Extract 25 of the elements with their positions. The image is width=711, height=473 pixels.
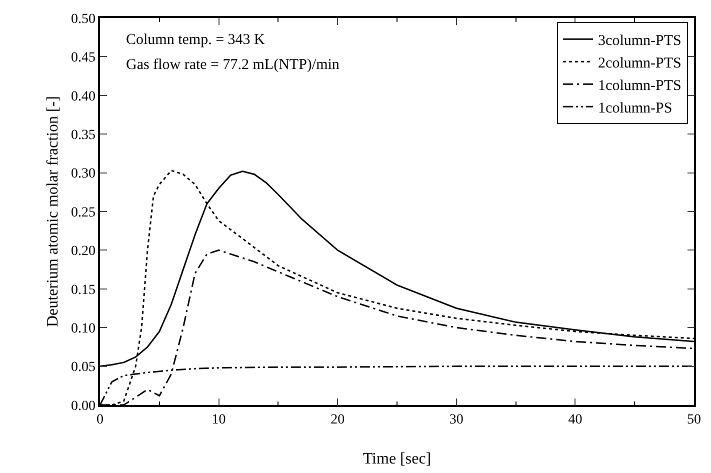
- y-tick-label: 0.25: [70, 205, 96, 220]
- legend-label: 2column-PTS: [598, 55, 682, 72]
- legend-label: 1column-PS: [598, 100, 672, 116]
- y-tick-label: 0.00: [70, 398, 96, 414]
- x-tick-label: 10: [212, 412, 226, 428]
- x-tick-label: 40: [568, 412, 582, 428]
- y-tick-label: 0.35: [70, 128, 96, 143]
- y-tick-label: 0.40: [70, 89, 96, 104]
- y-tick-label: 0.45: [70, 50, 96, 66]
- x-axis-title: Time [sec]: [362, 450, 432, 468]
- y-tick-label: 0.30: [70, 166, 96, 182]
- annotation: Column temp. = 343 K: [126, 32, 266, 48]
- y-tick-label: 0.15: [70, 282, 96, 298]
- y-tick-label: 0.10: [70, 322, 96, 336]
- x-tick-label: 0: [96, 412, 104, 428]
- y-tick-label: 0.20: [70, 244, 96, 260]
- x-tick-label: 20: [330, 412, 345, 428]
- y-tick-label: 0.50: [70, 12, 96, 27]
- y-axis-title: Deuterium atomic molar fraction [-]: [44, 96, 62, 328]
- legend-label: 1column-PTS: [598, 78, 682, 94]
- x-tick-label: 30: [449, 412, 464, 428]
- x-tick-label: 50: [687, 412, 701, 428]
- legend-label: 3column-PTS: [598, 32, 682, 49]
- y-tick-label: 0.05: [70, 360, 96, 376]
- annotation: Gas flow rate = 77.2 mL(NTP)/min: [126, 57, 340, 73]
